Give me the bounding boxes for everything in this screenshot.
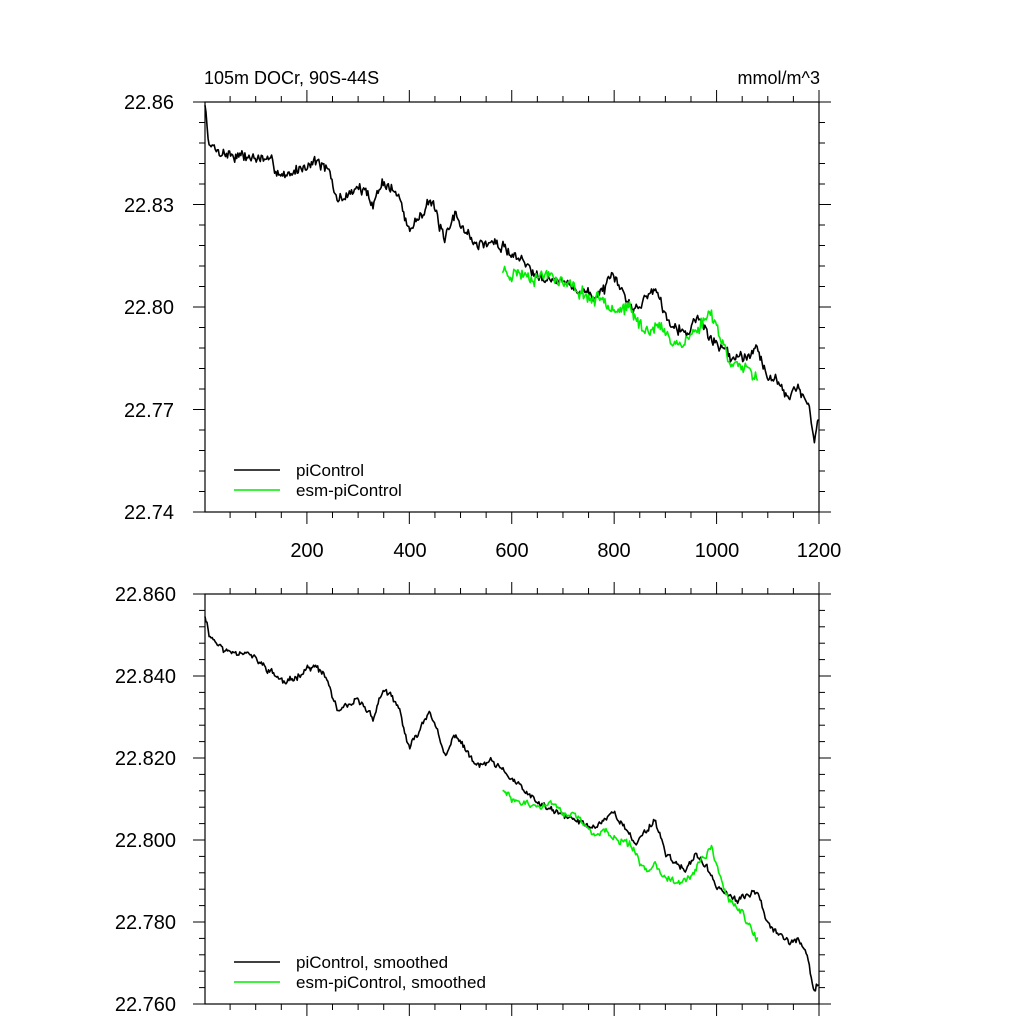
top-xtick-label: 1200 — [797, 540, 842, 562]
bottom-ytick-label: 22.840 — [115, 666, 176, 688]
top-title-units: mmol/m^3 — [738, 68, 820, 88]
top-panel: 105m DOCr, 90S-44S mmol/m^3 22.86 22.83 … — [124, 68, 841, 562]
top-xtick-label: 1000 — [695, 540, 740, 562]
legend-label-picontrol: piControl — [296, 461, 364, 480]
bottom-ticks — [193, 582, 831, 1016]
bottom-series-line-esm-picontrol — [502, 789, 759, 942]
top-ytick-label: 22.83 — [124, 195, 174, 217]
legend-label-esm-picontrol-smoothed: esm-piControl, smoothed — [296, 973, 486, 992]
top-series — [204, 105, 820, 444]
top-ticks — [193, 90, 831, 524]
bottom-ytick-labels: 22.860 22.840 22.820 22.800 22.780 22.76… — [115, 584, 176, 1016]
top-ytick-label: 22.74 — [124, 502, 174, 524]
bottom-series-line-picontrol — [204, 616, 819, 992]
top-xtick-labels: 200 400 600 800 1000 1200 — [290, 540, 841, 562]
top-ytick-labels: 22.86 22.83 22.80 22.77 22.74 — [124, 92, 174, 524]
top-xtick-label: 400 — [393, 540, 426, 562]
top-ytick-label: 22.86 — [124, 92, 174, 114]
bottom-ytick-label: 22.820 — [115, 748, 176, 770]
bottom-ytick-label: 22.860 — [115, 584, 176, 606]
legend-label-esm-picontrol: esm-piControl — [296, 481, 402, 500]
legend-label-picontrol-smoothed: piControl, smoothed — [296, 953, 448, 972]
bottom-series — [204, 616, 819, 992]
top-xtick-label: 600 — [495, 540, 528, 562]
top-plot-frame — [204, 101, 820, 513]
top-legend: piControl esm-piControl — [234, 461, 402, 500]
top-series-line-esm-picontrol — [501, 265, 759, 381]
top-title-left: 105m DOCr, 90S-44S — [204, 68, 379, 88]
top-ytick-label: 22.80 — [124, 297, 174, 319]
top-xtick-label: 200 — [290, 540, 323, 562]
bottom-legend: piControl, smoothed esm-piControl, smoot… — [234, 953, 486, 992]
top-series-line-picontrol — [204, 105, 820, 444]
bottom-panel: 22.860 22.840 22.820 22.800 22.780 22.76… — [115, 582, 831, 1016]
bottom-ytick-label: 22.800 — [115, 830, 176, 852]
bottom-plot-frame — [204, 593, 820, 1005]
bottom-ytick-label: 22.780 — [115, 912, 176, 934]
bottom-ytick-label: 22.760 — [115, 994, 176, 1016]
top-xtick-label: 800 — [597, 540, 630, 562]
top-ytick-label: 22.77 — [124, 400, 174, 422]
